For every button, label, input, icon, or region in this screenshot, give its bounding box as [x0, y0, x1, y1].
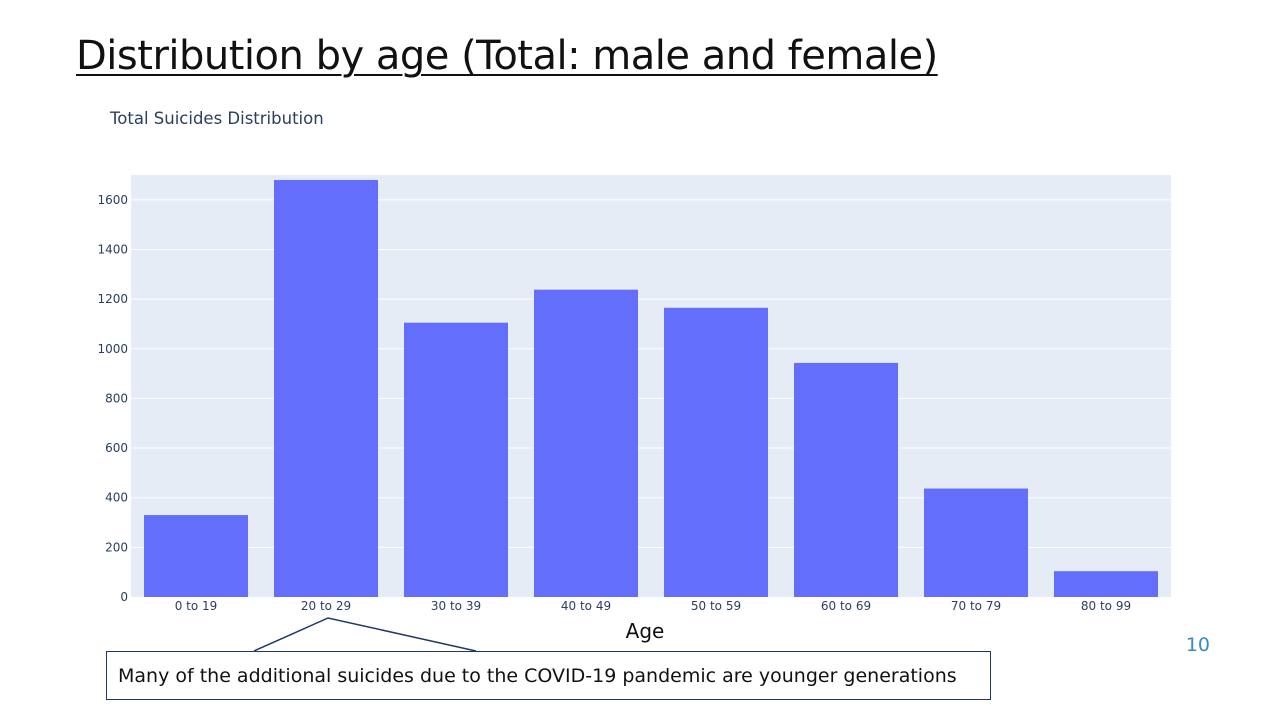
x-tick-label: 70 to 79 — [951, 599, 1001, 613]
bar — [794, 362, 898, 597]
callout-text: Many of the additional suicides due to t… — [118, 664, 957, 687]
bar — [1054, 571, 1158, 597]
x-axis-ticks: 0 to 19 20 to 29 30 to 39 40 to 49 50 to 59 6… — [175, 599, 1131, 613]
x-tick-label: 80 to 99 — [1081, 599, 1131, 613]
bar — [664, 307, 768, 597]
y-tick-label: 400 — [105, 491, 128, 505]
y-tick-label: 1200 — [97, 292, 128, 306]
y-tick-label: 0 — [120, 590, 128, 604]
x-tick-label: 30 to 39 — [431, 599, 481, 613]
y-tick-label: 200 — [105, 540, 128, 554]
y-tick-label: 1600 — [97, 193, 128, 207]
x-tick-label: 0 to 19 — [175, 599, 218, 613]
x-tick-label: 60 to 69 — [821, 599, 871, 613]
x-tick-label: 50 to 59 — [691, 599, 741, 613]
y-tick-label: 600 — [105, 441, 128, 455]
bars — [144, 179, 1158, 597]
bar — [274, 179, 378, 597]
bar — [144, 515, 248, 597]
bar — [404, 322, 508, 597]
x-axis-title: Age — [625, 619, 665, 643]
bar — [534, 289, 638, 597]
callout-pointer — [253, 617, 477, 652]
slide-title: Distribution by age (Total: male and fem… — [76, 33, 938, 79]
callout-box: Many of the additional suicides due to t… — [106, 651, 991, 700]
chart-title: Total Suicides Distribution — [110, 109, 324, 128]
y-tick-label: 1000 — [97, 342, 128, 356]
x-tick-label: 20 to 29 — [301, 599, 351, 613]
y-tick-label: 1400 — [97, 242, 128, 256]
x-tick-label: 40 to 49 — [561, 599, 611, 613]
y-tick-label: 800 — [105, 391, 128, 405]
page-number: 10 — [1185, 634, 1210, 656]
y-axis-ticks: 0 200 400 600 800 1000 1200 1400 1600 — [97, 193, 128, 604]
bar — [924, 488, 1028, 597]
